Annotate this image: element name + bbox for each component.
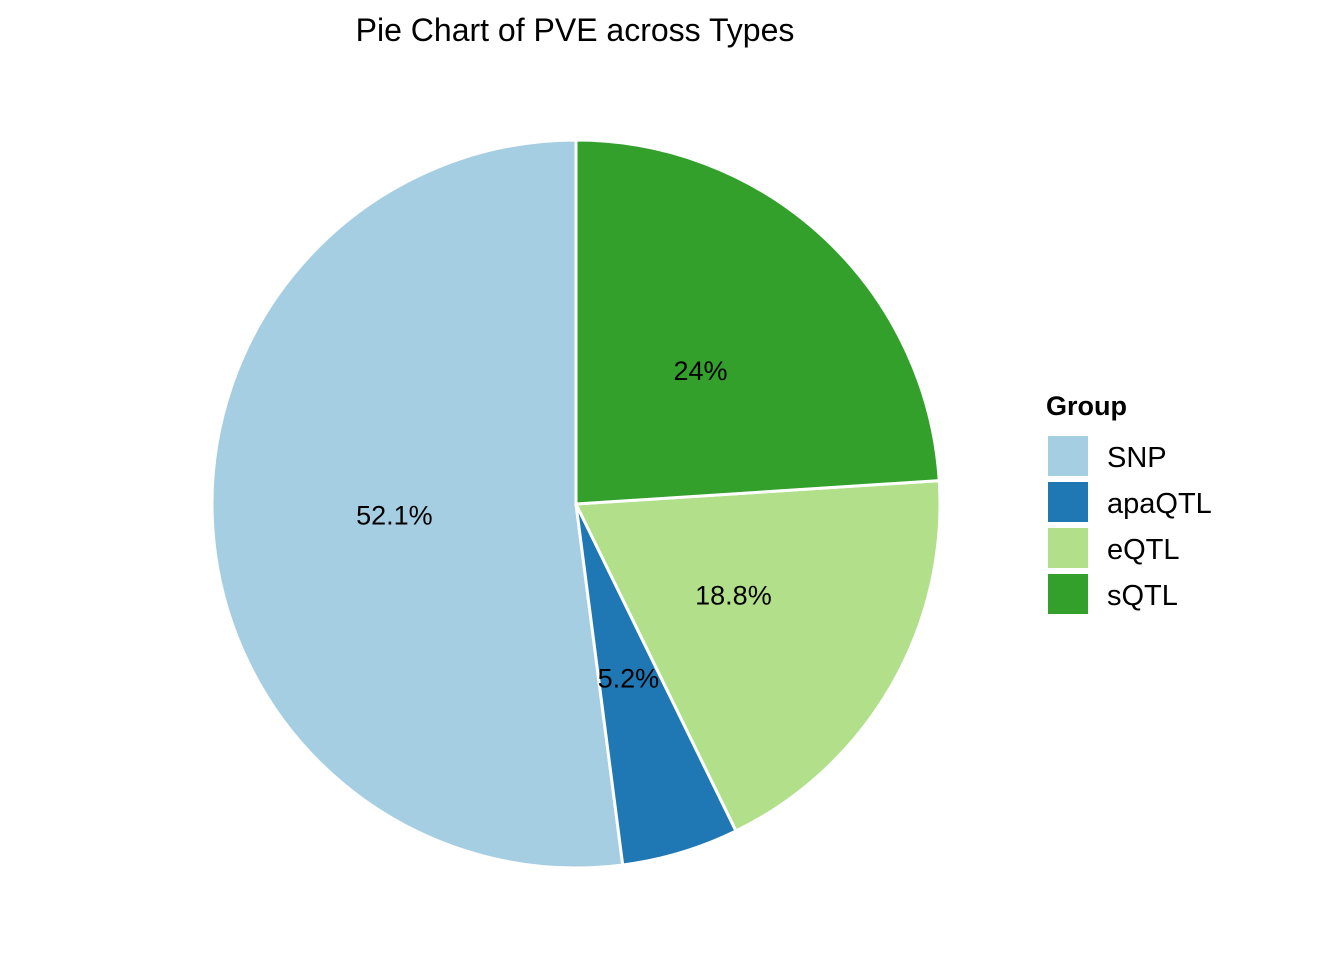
- legend-key-apaqtl: [1048, 482, 1088, 522]
- pie-slice-eqtl: [574, 479, 942, 833]
- slice-label-eqtl: 18.8%: [695, 580, 772, 610]
- pie-slice-labels: 52.1% 5.2% 18.8% 24%: [356, 356, 772, 693]
- legend-label-sqtl: sQTL: [1107, 580, 1178, 612]
- legend-label-snp: SNP: [1107, 442, 1167, 474]
- legend: Group SNP apaQTL eQTL sQTL: [1046, 391, 1212, 614]
- slice-label-snp: 52.1%: [356, 501, 433, 531]
- slice-label-apaqtl: 5.2%: [598, 663, 660, 693]
- pie-slice-sqtl: [574, 138, 941, 506]
- pie-slices: [210, 138, 942, 870]
- legend-label-eqtl: eQTL: [1107, 534, 1180, 566]
- pie-slice-snp: [210, 138, 625, 870]
- legend-label-apaqtl: apaQTL: [1107, 488, 1212, 520]
- legend-key-eqtl: [1048, 528, 1088, 568]
- chart-title: Pie Chart of PVE across Types: [356, 12, 795, 48]
- slice-label-sqtl: 24%: [673, 356, 727, 386]
- legend-key-snp: [1048, 436, 1088, 476]
- legend-title: Group: [1046, 391, 1127, 421]
- legend-key-sqtl: [1048, 574, 1088, 614]
- legend-items: SNP apaQTL eQTL sQTL: [1048, 436, 1212, 614]
